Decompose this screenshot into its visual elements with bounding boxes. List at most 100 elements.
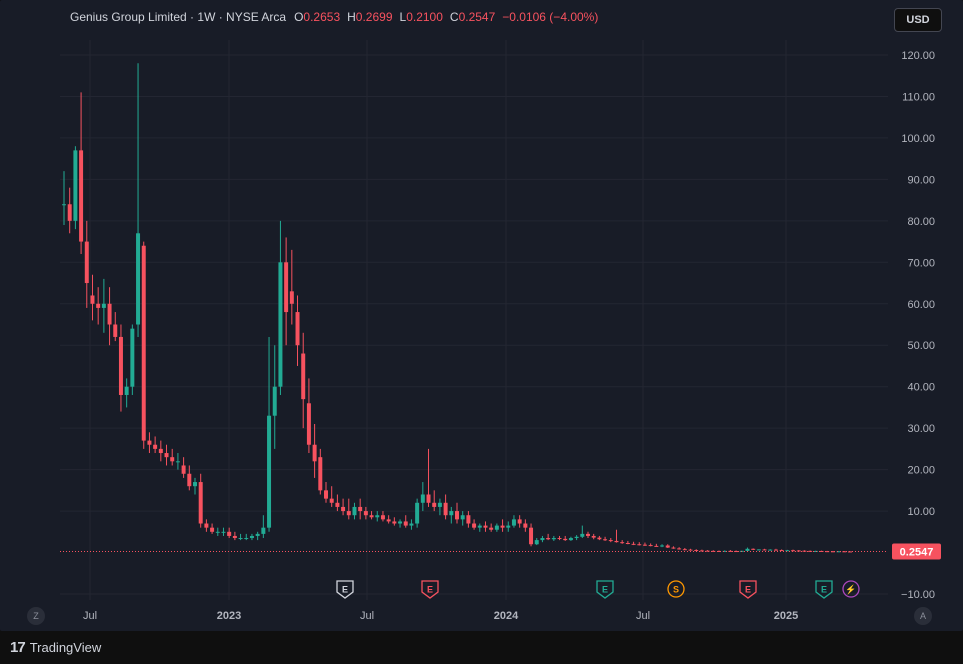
candle[interactable]	[329, 486, 334, 507]
candle[interactable]	[608, 538, 613, 543]
split-marker[interactable]: S	[667, 580, 685, 598]
candle[interactable]	[363, 506, 368, 520]
candle[interactable]	[426, 448, 431, 507]
candle[interactable]	[546, 533, 551, 541]
candle[interactable]	[603, 536, 608, 541]
earnings-marker[interactable]: E	[596, 580, 614, 599]
candle[interactable]	[227, 527, 232, 539]
candle[interactable]	[449, 506, 454, 524]
price-axis[interactable]: 120.00 110.00 100.00 90.00 80.00 70.00 60.00 50…	[901, 50, 935, 601]
candle[interactable]	[489, 523, 494, 532]
candle[interactable]	[215, 527, 220, 536]
candle[interactable]	[551, 535, 556, 541]
candle[interactable]	[210, 523, 215, 534]
candle[interactable]	[398, 519, 403, 528]
candle[interactable]	[762, 548, 767, 551]
candle[interactable]	[597, 535, 602, 541]
candle[interactable]	[443, 494, 448, 520]
candle[interactable]	[580, 525, 585, 539]
candle[interactable]	[153, 436, 158, 454]
candle[interactable]	[187, 465, 192, 491]
candle[interactable]	[341, 498, 346, 516]
candle[interactable]	[654, 543, 659, 547]
candle[interactable]	[130, 324, 135, 395]
candle[interactable]	[768, 549, 773, 551]
candle[interactable]	[705, 550, 710, 552]
candle[interactable]	[369, 511, 374, 520]
dividend-marker[interactable]: ⚡	[842, 580, 860, 598]
candle[interactable]	[557, 535, 562, 541]
candle[interactable]	[318, 448, 323, 495]
candle[interactable]	[728, 550, 733, 552]
earnings-marker[interactable]: E	[336, 580, 354, 599]
candle[interactable]	[96, 287, 101, 325]
chart-pane[interactable]: 120.00 110.00 100.00 90.00 80.00 70.00 60.00 50…	[0, 0, 963, 631]
candle[interactable]	[136, 63, 141, 337]
candle[interactable]	[164, 444, 169, 466]
candle[interactable]	[352, 502, 357, 520]
candle[interactable]	[386, 515, 391, 524]
candle[interactable]	[90, 274, 95, 321]
tradingview-logo[interactable]: 17 TradingView	[10, 639, 101, 656]
candle[interactable]	[113, 312, 118, 342]
candle[interactable]	[483, 521, 488, 532]
candle[interactable]	[722, 550, 727, 552]
candle[interactable]	[437, 498, 442, 516]
candle[interactable]	[181, 457, 186, 478]
candle[interactable]	[620, 540, 625, 544]
candle[interactable]	[785, 549, 790, 552]
auto-scale-button[interactable]: A	[914, 607, 932, 625]
candle[interactable]	[563, 535, 568, 541]
candle[interactable]	[642, 542, 647, 546]
candle[interactable]	[568, 536, 573, 541]
candle[interactable]	[699, 549, 704, 552]
candle[interactable]	[238, 533, 243, 541]
currency-button[interactable]: USD	[894, 8, 942, 32]
candle[interactable]	[261, 515, 266, 539]
candle[interactable]	[455, 502, 459, 524]
candle[interactable]	[796, 550, 801, 552]
candle[interactable]	[517, 515, 522, 528]
candle[interactable]	[591, 533, 596, 540]
candle[interactable]	[540, 535, 545, 543]
candle[interactable]	[403, 515, 408, 528]
candle[interactable]	[175, 453, 180, 470]
candle[interactable]	[791, 549, 796, 552]
candle[interactable]	[506, 521, 511, 532]
candle[interactable]	[586, 531, 590, 539]
candle[interactable]	[420, 482, 425, 512]
earnings-marker[interactable]: E	[421, 580, 439, 599]
candle[interactable]	[523, 519, 528, 532]
candle[interactable]	[306, 378, 311, 454]
candle[interactable]	[836, 551, 841, 553]
candle[interactable]	[124, 378, 129, 408]
candle[interactable]	[477, 523, 482, 532]
candle[interactable]	[534, 538, 539, 546]
candle[interactable]	[79, 92, 84, 255]
candle[interactable]	[677, 547, 682, 550]
candle[interactable]	[574, 535, 579, 541]
candle[interactable]	[284, 237, 289, 346]
candle[interactable]	[267, 336, 272, 532]
candle[interactable]	[158, 440, 163, 462]
candle[interactable]	[842, 551, 847, 553]
candle[interactable]	[773, 548, 778, 551]
candle[interactable]	[289, 249, 294, 325]
candle[interactable]	[694, 549, 699, 552]
candle[interactable]	[141, 241, 146, 449]
candle[interactable]	[375, 511, 380, 522]
candle[interactable]	[392, 517, 397, 526]
candle[interactable]	[380, 511, 385, 522]
candle[interactable]	[614, 529, 619, 543]
candle[interactable]	[819, 550, 824, 552]
candlestick-chart[interactable]: 120.00 110.00 100.00 90.00 80.00 70.00 60.00 50…	[0, 0, 963, 631]
candle[interactable]	[671, 546, 676, 549]
candle[interactable]	[324, 482, 328, 503]
candle[interactable]	[204, 519, 209, 532]
candle[interactable]	[272, 345, 277, 449]
candle[interactable]	[67, 187, 72, 234]
candle[interactable]	[751, 548, 756, 551]
candle[interactable]	[84, 220, 89, 308]
symbol-title[interactable]: Genius Group Limited · 1W · NYSE Arca	[70, 10, 287, 24]
candle[interactable]	[830, 550, 835, 553]
